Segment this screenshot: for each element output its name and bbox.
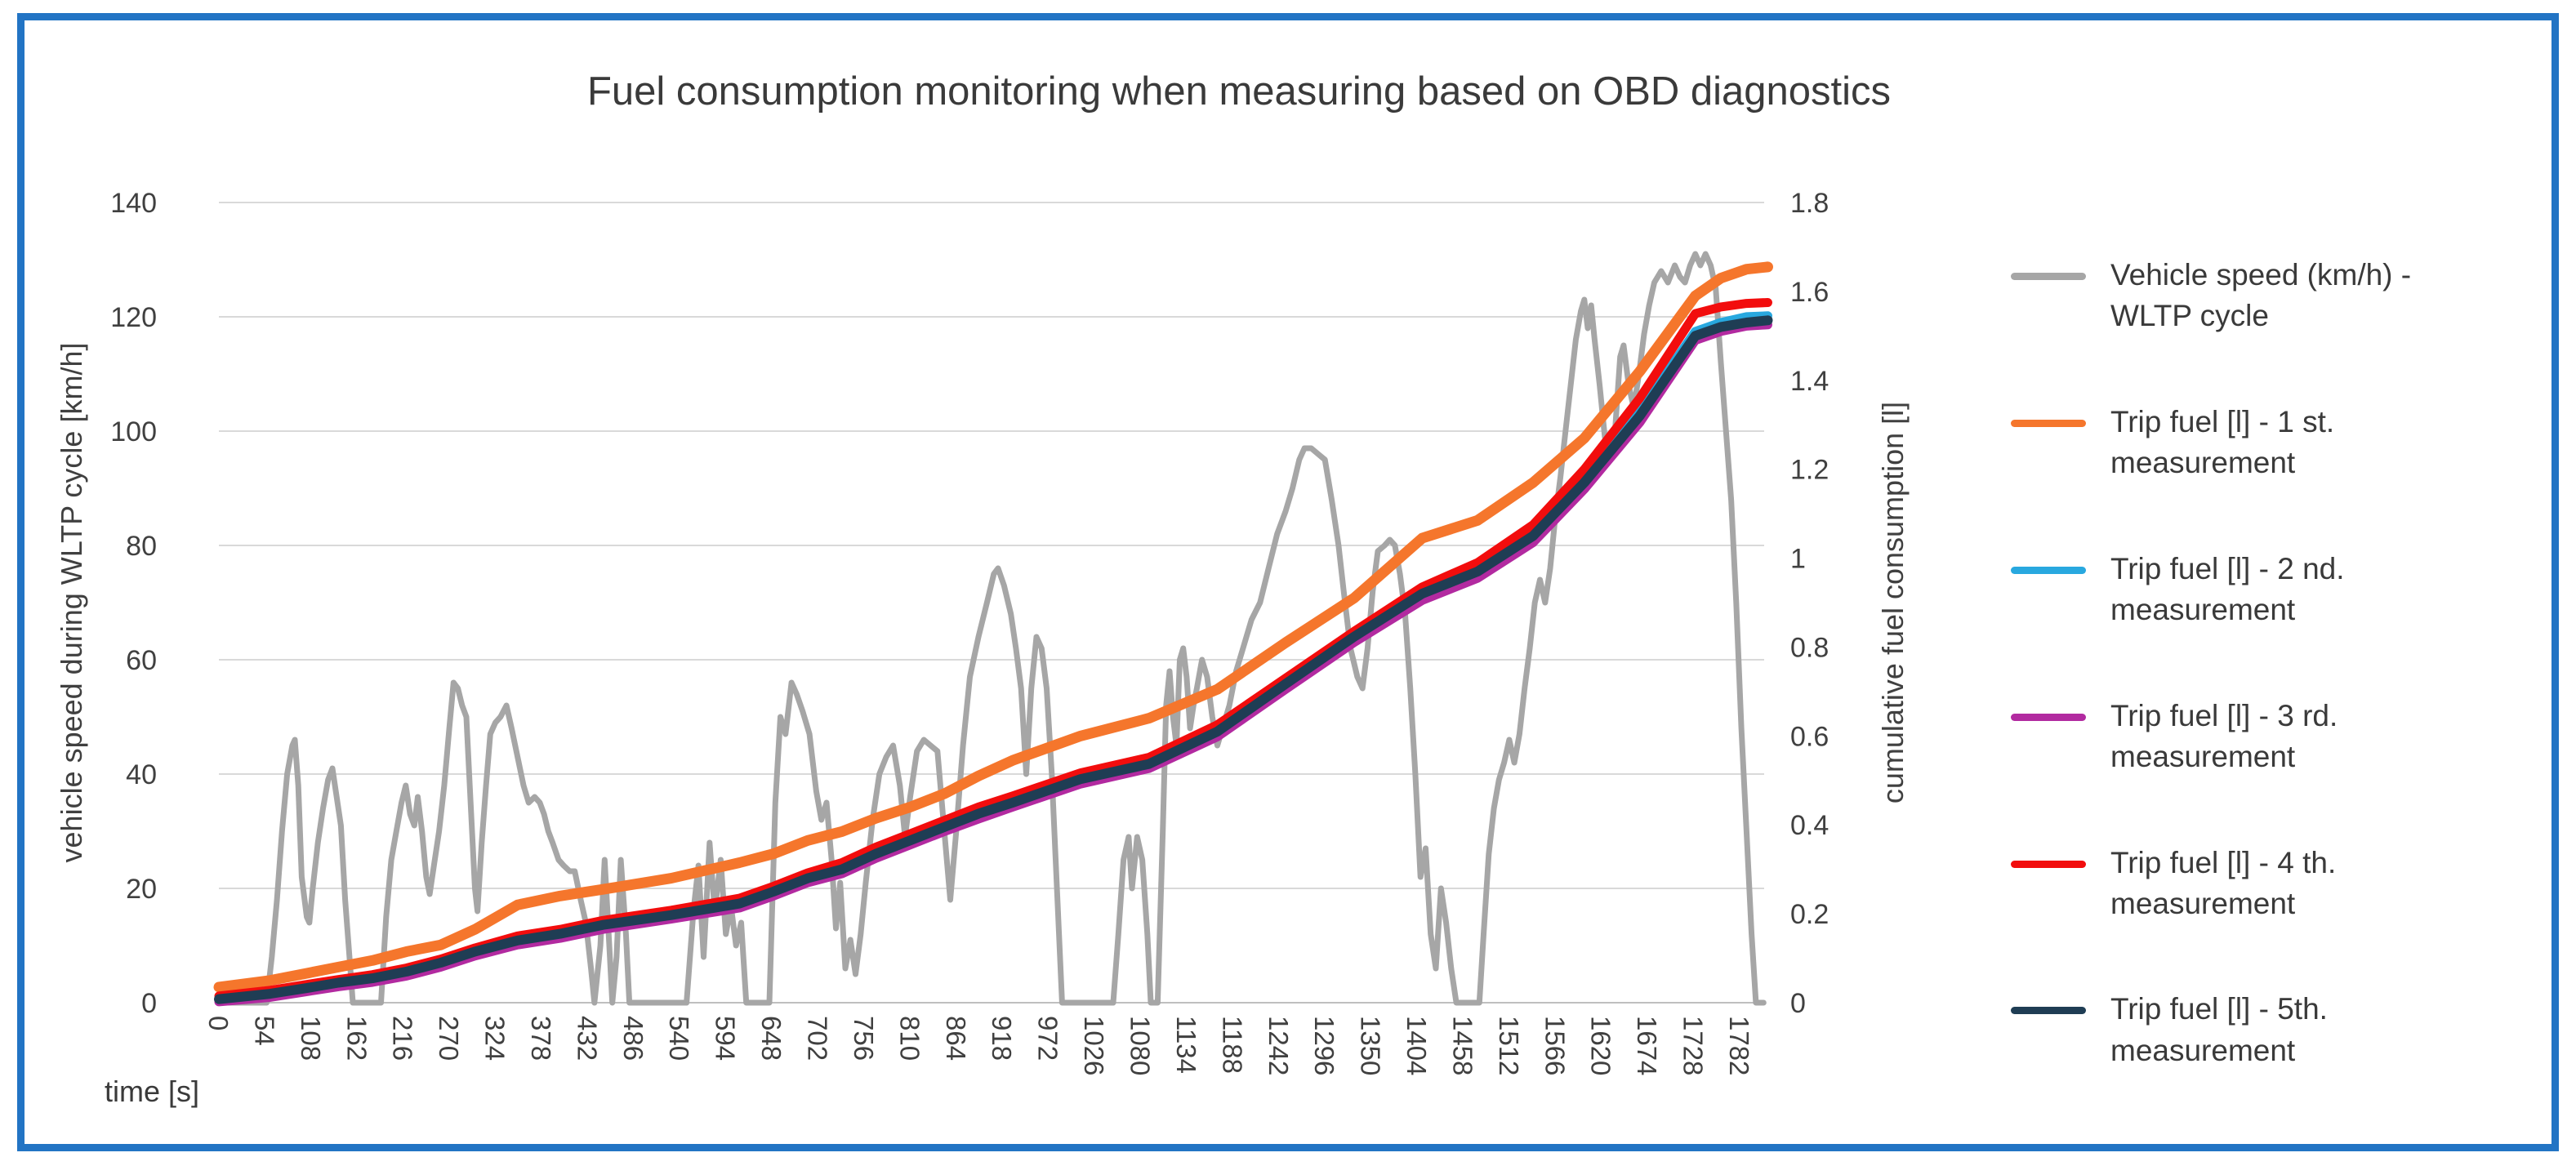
svg-text:1566: 1566: [1540, 1016, 1570, 1075]
svg-text:0.6: 0.6: [1790, 721, 1829, 752]
legend-line-swatch: [2011, 273, 2086, 280]
svg-text:1080: 1080: [1125, 1016, 1155, 1075]
svg-text:0.8: 0.8: [1790, 632, 1829, 663]
svg-text:216: 216: [388, 1016, 418, 1061]
svg-text:1242: 1242: [1263, 1016, 1294, 1075]
svg-text:0: 0: [203, 1016, 234, 1030]
legend-label: Trip fuel [l] - 4 th. measurement: [2110, 845, 2337, 920]
legend-item-trip-fuel-1: Trip fuel [l] - 1 st. measurement: [2011, 402, 2550, 484]
series-line-2: [214, 311, 1772, 1004]
legend-line-swatch: [2011, 860, 2086, 868]
svg-text:0.4: 0.4: [1790, 810, 1829, 841]
svg-text:1026: 1026: [1079, 1016, 1109, 1075]
svg-text:54: 54: [249, 1016, 279, 1046]
svg-text:1: 1: [1790, 544, 1806, 575]
svg-text:540: 540: [664, 1016, 694, 1061]
svg-text:864: 864: [941, 1016, 971, 1061]
legend-line-swatch: [2011, 1007, 2086, 1015]
svg-text:0: 0: [1790, 988, 1806, 1019]
svg-text:140: 140: [110, 188, 157, 219]
legend-label: Vehicle speed (km/h) - WLTP cycle: [2110, 258, 2412, 333]
svg-text:972: 972: [1033, 1016, 1063, 1061]
legend-line-swatch: [2011, 419, 2086, 427]
svg-text:1296: 1296: [1309, 1016, 1339, 1075]
legend-item-trip-fuel-3: Trip fuel [l] - 3 rd. measurement: [2011, 696, 2550, 778]
legend: Vehicle speed (km/h) - WLTP cycle Trip f…: [2011, 255, 2550, 1071]
series-line-4: [214, 298, 1772, 1001]
legend-label: Trip fuel [l] - 2 nd. measurement: [2110, 551, 2345, 627]
legend-item-vehicle-speed: Vehicle speed (km/h) - WLTP cycle: [2011, 255, 2550, 337]
svg-text:60: 60: [126, 645, 157, 676]
svg-text:1620: 1620: [1586, 1016, 1616, 1075]
svg-text:810: 810: [894, 1016, 925, 1061]
svg-text:162: 162: [341, 1016, 372, 1061]
svg-text:40: 40: [126, 759, 157, 790]
legend-item-trip-fuel-4: Trip fuel [l] - 4 th. measurement: [2011, 843, 2550, 925]
svg-text:1674: 1674: [1632, 1016, 1662, 1075]
legend-label: Trip fuel [l] - 3 rd. measurement: [2110, 698, 2338, 773]
svg-text:1.2: 1.2: [1790, 455, 1829, 486]
svg-text:0.2: 0.2: [1790, 899, 1829, 930]
svg-text:1134: 1134: [1171, 1016, 1201, 1074]
svg-text:702: 702: [803, 1016, 833, 1061]
svg-text:108: 108: [296, 1016, 326, 1061]
svg-text:1.4: 1.4: [1790, 366, 1829, 397]
svg-text:594: 594: [711, 1016, 741, 1061]
series-line-5: [214, 315, 1773, 1004]
svg-text:324: 324: [480, 1016, 510, 1061]
legend-item-trip-fuel-5: Trip fuel [l] - 5th. measurement: [2011, 989, 2550, 1071]
svg-text:1728: 1728: [1678, 1016, 1709, 1075]
legend-label: Trip fuel [l] - 1 st. measurement: [2110, 404, 2335, 480]
y-axis-right-title: cumulative fuel consumption [l]: [1876, 402, 1910, 803]
series-line-1: [213, 261, 1773, 993]
svg-text:1458: 1458: [1447, 1016, 1477, 1075]
svg-text:1512: 1512: [1494, 1016, 1524, 1075]
legend-label: Trip fuel [l] - 5th. measurement: [2110, 992, 2328, 1067]
x-axis-title: time [s]: [105, 1075, 200, 1108]
svg-text:432: 432: [572, 1016, 602, 1061]
legend-item-trip-fuel-2: Trip fuel [l] - 2 nd. measurement: [2011, 549, 2550, 631]
series-line-0: [216, 251, 1767, 1006]
svg-text:1350: 1350: [1356, 1016, 1386, 1075]
svg-text:20: 20: [126, 874, 157, 905]
svg-text:1.8: 1.8: [1790, 188, 1829, 219]
svg-text:80: 80: [126, 531, 157, 562]
svg-text:486: 486: [618, 1016, 648, 1061]
svg-text:100: 100: [110, 416, 157, 447]
svg-text:1188: 1188: [1217, 1016, 1247, 1074]
svg-text:270: 270: [434, 1016, 464, 1061]
svg-text:918: 918: [987, 1016, 1017, 1061]
series-line-3: [214, 320, 1772, 1007]
chart-title: Fuel consumption monitoring when measuri…: [586, 69, 1892, 113]
svg-text:1.6: 1.6: [1790, 277, 1829, 308]
svg-text:1404: 1404: [1402, 1016, 1432, 1075]
svg-text:378: 378: [526, 1016, 556, 1061]
svg-text:756: 756: [849, 1016, 879, 1061]
legend-line-swatch: [2011, 713, 2086, 721]
svg-text:0: 0: [141, 988, 157, 1019]
svg-text:120: 120: [110, 302, 157, 333]
svg-text:1782: 1782: [1724, 1016, 1754, 1075]
legend-line-swatch: [2011, 566, 2086, 574]
svg-text:648: 648: [756, 1016, 787, 1061]
y-axis-left-title: vehicle speed during WLTP cycle [km/h]: [55, 343, 88, 863]
